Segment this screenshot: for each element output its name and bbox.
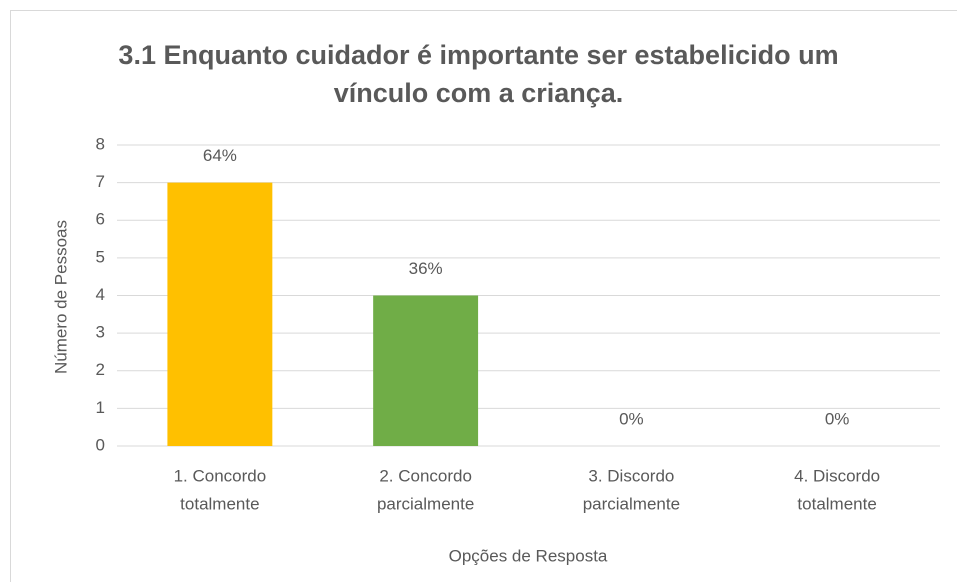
y-tick-label: 3 (96, 323, 105, 342)
x-tick-label: 3. Discordo (588, 466, 674, 485)
x-axis-label: Opções de Resposta (449, 546, 608, 565)
y-tick-label: 6 (96, 210, 105, 229)
x-tick-label: 2. Concordo (379, 466, 472, 485)
y-tick-label: 1 (96, 398, 105, 417)
x-tick-label: 1. Concordo (174, 466, 267, 485)
y-tick-label: 5 (96, 247, 105, 266)
x-tick-label: parcialmente (377, 494, 474, 513)
bar (373, 295, 479, 446)
y-tick-label: 8 (96, 134, 105, 153)
x-tick-label: totalmente (797, 494, 876, 513)
chart-title: 3.1 Enquanto cuidador é importante ser e… (118, 40, 839, 108)
data-label: 36% (409, 259, 443, 278)
y-tick-label: 2 (96, 360, 105, 379)
bar (167, 182, 273, 446)
data-label: 0% (619, 409, 644, 428)
x-tick-label: 4. Discordo (794, 466, 880, 485)
y-tick-label: 7 (96, 172, 105, 191)
y-tick-label: 4 (96, 285, 105, 304)
x-tick-label: parcialmente (583, 494, 680, 513)
y-tick-label: 0 (96, 435, 105, 454)
y-axis-label: Número de Pessoas (51, 220, 70, 374)
x-tick-label: totalmente (180, 494, 259, 513)
data-label: 0% (825, 409, 850, 428)
data-label: 64% (203, 146, 237, 165)
